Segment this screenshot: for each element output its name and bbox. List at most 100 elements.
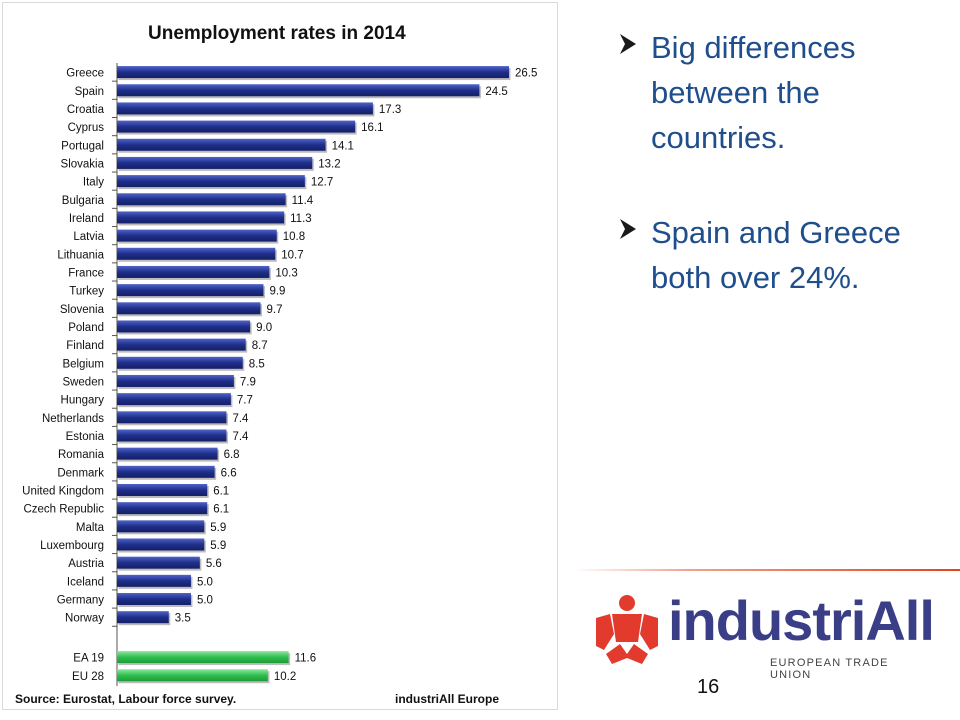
country-category-label: Czech Republic xyxy=(23,504,104,516)
country-category-label: Italy xyxy=(83,177,104,189)
country-bar xyxy=(117,593,191,606)
country-value-label: 13.2 xyxy=(318,158,340,170)
country-category-label: Cyprus xyxy=(68,122,105,134)
country-value-label: 17.3 xyxy=(379,104,401,116)
country-value-label: 3.5 xyxy=(175,613,191,625)
country-category-label: Austria xyxy=(68,558,104,570)
country-value-label: 7.4 xyxy=(232,413,249,425)
country-value-label: 8.5 xyxy=(249,358,265,370)
country-category-label: Turkey xyxy=(69,286,104,298)
country-bar xyxy=(117,320,251,333)
country-bar xyxy=(117,411,227,424)
country-bar xyxy=(117,356,243,369)
aggregate-bar xyxy=(117,669,268,682)
country-value-label: 26.5 xyxy=(515,68,537,80)
country-value-label: 11.4 xyxy=(292,195,314,207)
country-category-label: Netherlands xyxy=(42,413,104,425)
country-bar xyxy=(117,156,313,169)
chart-title: Unemployment rates in 2014 xyxy=(148,23,406,44)
country-value-label: 5.6 xyxy=(206,558,222,570)
aggregate-bar xyxy=(117,651,289,664)
country-value-label: 7.9 xyxy=(240,376,256,388)
country-category-label: Spain xyxy=(75,86,104,98)
country-bar xyxy=(117,611,169,624)
country-bar xyxy=(117,66,509,79)
country-category-label: Iceland xyxy=(67,576,104,588)
country-value-label: 24.5 xyxy=(485,86,507,98)
country-value-label: 6.6 xyxy=(221,467,237,479)
country-bar xyxy=(117,102,373,115)
country-value-label: 9.0 xyxy=(256,322,272,334)
country-value-label: 12.7 xyxy=(311,177,333,189)
country-category-label: Bulgaria xyxy=(62,195,105,207)
country-bar xyxy=(117,211,285,224)
country-category-label: Malta xyxy=(76,522,105,534)
country-bar xyxy=(117,502,208,515)
bullet-list: Big differences between the countries. S… xyxy=(618,25,948,350)
country-bar xyxy=(117,193,286,206)
country-category-label: Romania xyxy=(58,449,105,461)
country-bar xyxy=(117,120,356,133)
country-value-label: 6.1 xyxy=(213,485,229,497)
aggregate-category-label: EA 19 xyxy=(73,653,104,665)
country-category-label: Slovakia xyxy=(61,158,105,170)
page-number: 16 xyxy=(697,676,720,698)
bullet-item-differences: Big differences between the countries. xyxy=(618,25,948,160)
aggregate-value-label: 11.6 xyxy=(295,653,317,665)
country-category-label: Greece xyxy=(66,68,104,80)
country-category-label: Sweden xyxy=(62,376,104,388)
country-value-label: 5.0 xyxy=(197,576,213,588)
country-value-label: 10.3 xyxy=(275,267,297,279)
country-bar xyxy=(117,483,208,496)
country-bar xyxy=(117,574,191,587)
logo-subtitle: EUROPEAN TRADE UNION xyxy=(770,657,889,681)
bullet-item-spain-greece: Spain and Greece both over 24%. xyxy=(618,210,948,300)
country-category-label: France xyxy=(68,267,104,279)
country-bar xyxy=(117,465,215,478)
country-value-label: 7.7 xyxy=(237,395,253,407)
arrow-bullet-icon xyxy=(620,219,636,239)
country-value-label: 11.3 xyxy=(290,213,312,225)
country-category-label: Finland xyxy=(66,340,104,352)
country-bar xyxy=(117,229,277,242)
country-value-label: 6.1 xyxy=(213,504,229,516)
country-category-label: Luxembourg xyxy=(40,540,104,552)
country-category-label: Portugal xyxy=(61,140,104,152)
country-category-label: Germany xyxy=(57,595,105,607)
country-bar xyxy=(117,338,246,351)
country-category-label: United Kingdom xyxy=(22,485,104,497)
country-bar xyxy=(117,84,480,97)
country-value-label: 14.1 xyxy=(332,140,354,152)
bullet-text: Spain and Greece both over 24%. xyxy=(651,215,901,295)
country-bar xyxy=(117,284,264,297)
country-category-label: Estonia xyxy=(66,431,105,443)
country-bar xyxy=(117,302,261,315)
country-bar xyxy=(117,247,276,260)
divider-line xyxy=(573,569,960,571)
country-bar xyxy=(117,556,200,569)
country-value-label: 7.4 xyxy=(232,431,249,443)
country-value-label: 16.1 xyxy=(361,122,383,134)
country-bar xyxy=(117,520,205,533)
arrow-bullet-icon xyxy=(620,34,636,54)
bullet-text: Big differences between the countries. xyxy=(651,30,856,155)
country-value-label: 10.7 xyxy=(281,249,303,261)
country-category-label: Lithuania xyxy=(57,249,104,261)
country-category-label: Croatia xyxy=(67,104,105,116)
industriall-emblem-icon xyxy=(596,595,658,664)
country-value-label: 9.7 xyxy=(266,304,282,316)
country-category-label: Slovenia xyxy=(60,304,105,316)
logo-wordmark: industriAll xyxy=(668,589,935,652)
country-category-label: Belgium xyxy=(62,358,104,370)
country-value-label: 5.0 xyxy=(197,595,213,607)
country-value-label: 8.7 xyxy=(252,340,268,352)
country-value-label: 10.8 xyxy=(283,231,305,243)
country-value-label: 6.8 xyxy=(224,449,240,461)
industriall-logo: industriAll EUROPEAN TRADE UNION xyxy=(592,589,935,681)
country-category-label: Hungary xyxy=(61,395,105,407)
country-category-label: Ireland xyxy=(69,213,104,225)
country-bar xyxy=(117,429,227,442)
aggregate-category-label: EU 28 xyxy=(72,671,104,683)
chart-credit: industriAll Europe xyxy=(395,692,500,706)
bar-chart: Greece 26.5 Spain 24.5 Croatia 17.3 Cyprus 16.1… xyxy=(22,63,537,686)
